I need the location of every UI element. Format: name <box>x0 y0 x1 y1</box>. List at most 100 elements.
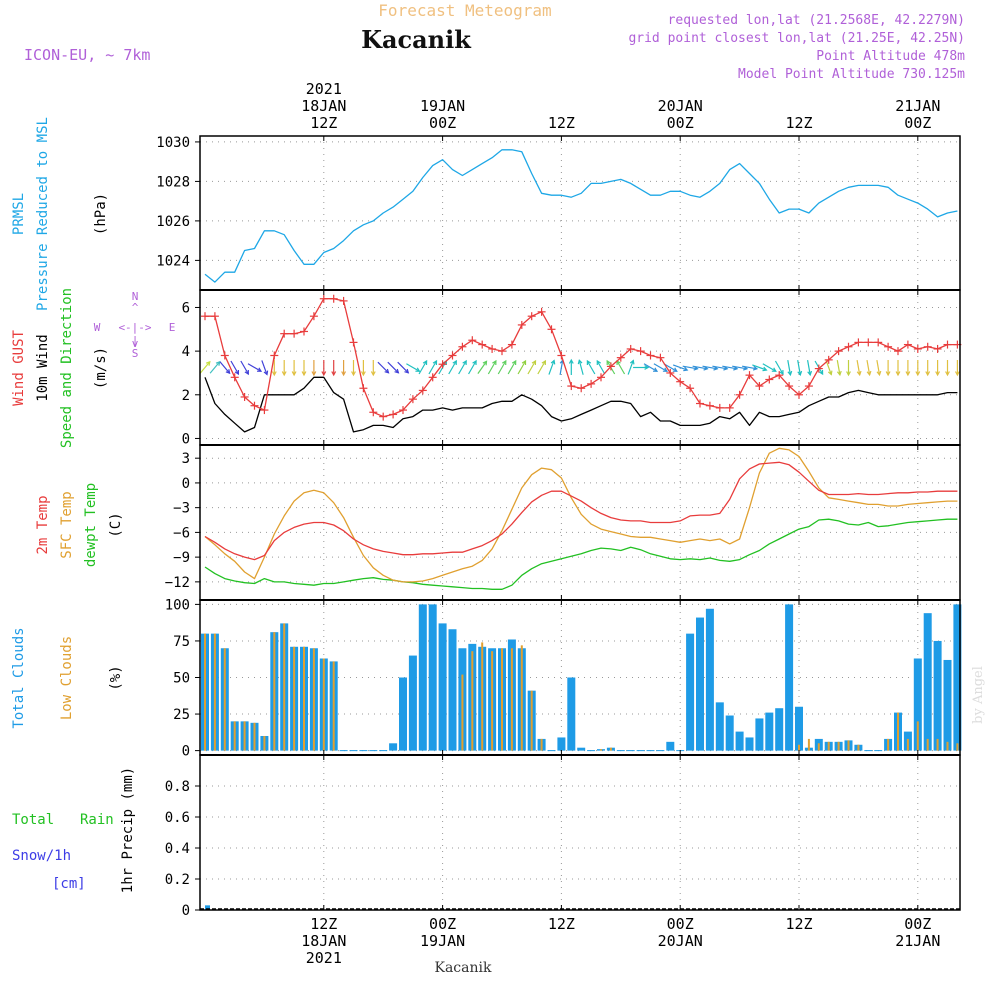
wind-arrow <box>825 360 833 376</box>
panel-frame <box>199 754 961 911</box>
compass-arrows: <-|-> <box>118 321 151 334</box>
wind-arrow-shaft <box>627 360 634 375</box>
wind-arrow-shaft <box>643 363 658 372</box>
low-clouds-bar <box>491 651 494 751</box>
compass-east: E <box>169 321 176 334</box>
wind-arrow <box>905 360 911 377</box>
total-clouds-bar <box>696 617 704 751</box>
low-clouds-bar <box>897 712 899 751</box>
wind-arrow <box>672 364 689 372</box>
y-tick-label: 0 <box>182 744 190 760</box>
wind-arrow-head <box>482 360 488 366</box>
wind-arrow-shaft <box>209 361 221 374</box>
wind-arrow-head <box>550 359 556 365</box>
wind-arrow-shaft <box>702 365 718 370</box>
wind-arrow <box>774 360 784 376</box>
y-tick-label: 3 <box>182 451 190 467</box>
wind-arrow-shaft <box>616 360 626 375</box>
wind-arrow-shaft <box>807 360 811 375</box>
y-tick-label: 0.6 <box>165 810 190 826</box>
wind-arrow <box>351 360 356 377</box>
gust-marker <box>765 375 774 384</box>
wind-arrow-shaft <box>774 360 784 375</box>
total-clouds-bar <box>705 608 714 751</box>
wind-arrow-head <box>885 371 891 377</box>
wind-arrow <box>954 360 960 377</box>
wind-arrow-head <box>807 370 813 377</box>
y-tick-label: −6 <box>173 525 190 541</box>
gust-marker <box>300 327 308 336</box>
wind-arrow <box>219 361 231 375</box>
wind-arrow <box>915 360 921 377</box>
y-tick-label: 0 <box>182 431 190 447</box>
gust-marker <box>884 342 893 351</box>
wind-arrow-head <box>787 370 793 377</box>
sfc-temp-line <box>204 447 958 583</box>
compass-rose: N ^ W <-|-> E | v S <box>94 290 176 360</box>
requested-coords: requested lon,lat (21.2568E, 42.2279N) <box>668 13 965 28</box>
total-clouds-bar <box>577 747 586 751</box>
wind-arrow <box>653 363 668 372</box>
low-clouds-bar <box>817 743 820 751</box>
wind-arrow-head <box>652 367 659 372</box>
wind-arrow <box>586 359 596 375</box>
wind-arrow-head <box>945 371 950 377</box>
y-tick-label: −3 <box>173 501 190 517</box>
wind-arrow <box>752 364 768 372</box>
wind-arrow-shaft <box>876 360 881 375</box>
wind-arrow-head <box>452 359 457 366</box>
wind-arrow-shaft <box>397 361 409 374</box>
gust-marker <box>290 329 299 338</box>
total-clouds-bar <box>389 743 398 751</box>
wind-arrow-shaft <box>219 361 231 374</box>
wind-arrow-shaft <box>866 360 871 375</box>
wind-arrow <box>577 359 584 375</box>
gust-marker <box>903 340 912 349</box>
wind-arrow <box>643 363 659 372</box>
y-tick-label: 4 <box>182 344 190 360</box>
wind-arrow-shaft <box>230 360 239 375</box>
precip-snow-label: Snow/1h <box>12 848 71 864</box>
gust-marker <box>775 371 784 380</box>
low-clouds-bar <box>243 721 246 751</box>
wind-arrow-shaft <box>387 361 399 374</box>
wind-arrow-head <box>492 359 497 366</box>
wind-arrow-shaft <box>596 360 606 375</box>
y-tick-label: 0.2 <box>165 872 190 888</box>
gust-marker <box>319 294 328 303</box>
wind-arrow <box>836 360 842 377</box>
low-clouds-bar <box>936 738 939 751</box>
gust-marker <box>418 386 427 395</box>
y-tick-label: 1026 <box>156 214 190 230</box>
total-clouds-bar <box>399 677 407 751</box>
wind-arrow-head <box>360 371 366 377</box>
wind-arrow-shaft <box>712 365 728 370</box>
wind-arrow-head <box>422 359 428 366</box>
wind-arrow <box>856 360 862 377</box>
gust-marker <box>745 371 754 380</box>
y-tick-label: −9 <box>173 550 190 566</box>
wind-arrow-shaft <box>497 360 507 375</box>
total-clouds-bar <box>557 737 566 751</box>
wind-arrow-head <box>404 368 410 374</box>
low-clouds-bar <box>501 648 503 751</box>
gust-marker <box>359 384 368 393</box>
wind-arrow-shaft <box>682 365 698 370</box>
wind-arrow <box>209 360 221 374</box>
wind-arrow <box>199 360 211 374</box>
wind-arrow-head <box>531 359 537 366</box>
total-clouds-bar <box>943 659 952 751</box>
total-clouds-bar <box>438 623 447 751</box>
total-clouds-bar <box>418 604 427 751</box>
gust-marker <box>270 351 279 360</box>
compass-west: W <box>94 321 101 334</box>
gust-marker <box>656 353 665 362</box>
gust-marker <box>606 362 615 371</box>
wind-arrow-head <box>586 359 592 365</box>
gust-marker <box>210 312 219 321</box>
wind-arrow <box>925 360 931 377</box>
wind-arrow-head <box>472 359 477 366</box>
compass-down: v <box>132 337 139 350</box>
total-clouds-bar <box>745 737 754 751</box>
pressure-label-prmsl: PRMSL <box>11 193 27 235</box>
